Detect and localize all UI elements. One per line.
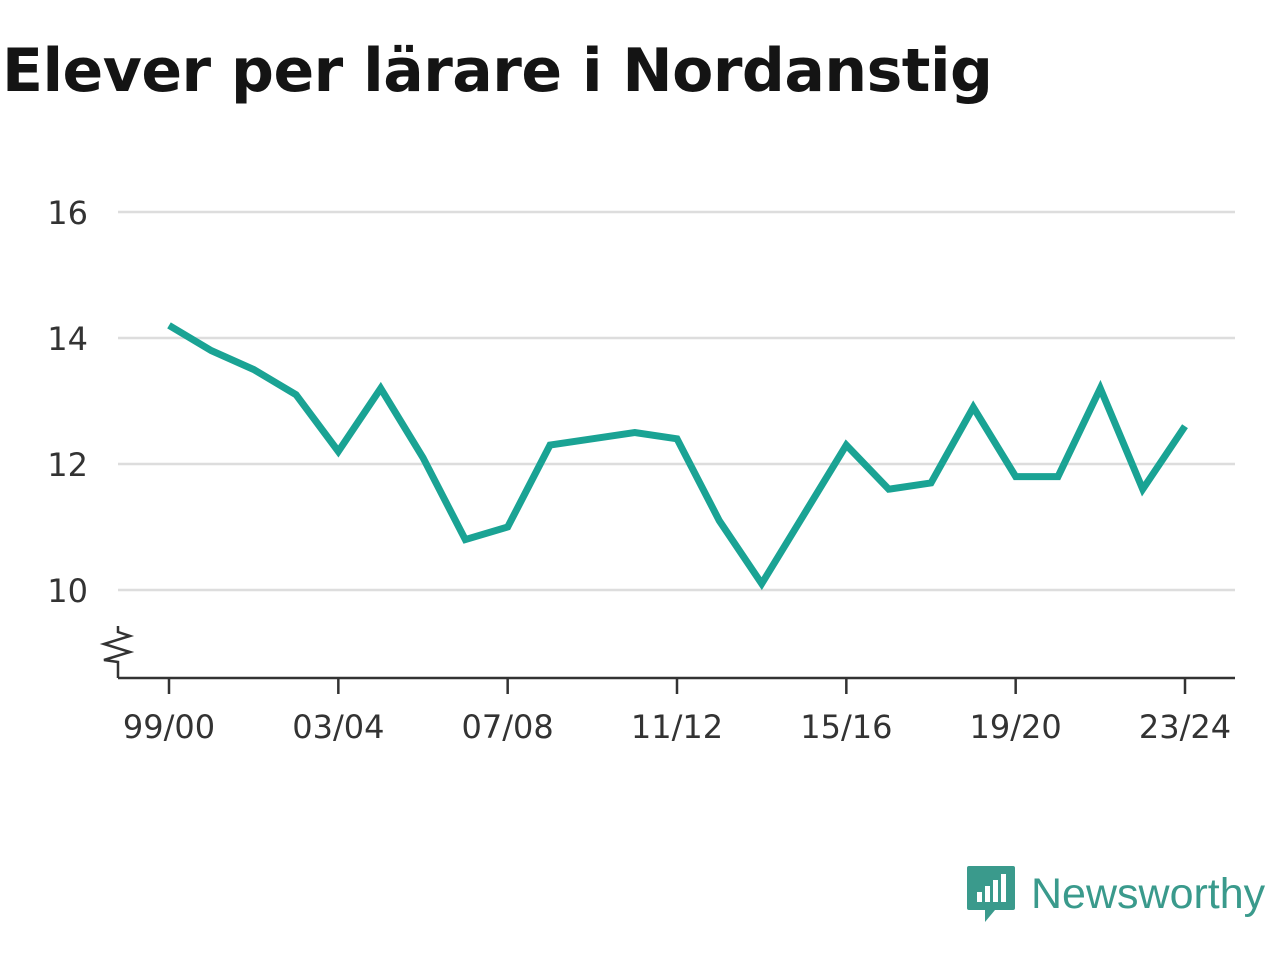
gridlines bbox=[118, 210, 1235, 592]
y-tick-label-16: 16 bbox=[47, 194, 88, 232]
chart-title: Elever per lärare i Nordanstig bbox=[2, 36, 993, 106]
brand-name: Newsworthy bbox=[1031, 869, 1266, 918]
x-tick-label-99/00: 99/00 bbox=[123, 708, 215, 746]
y-axis-tick-labels: 10 12 14 16 bbox=[47, 194, 88, 610]
y-tick-label-12: 12 bbox=[47, 446, 88, 484]
x-tick-label-11/12: 11/12 bbox=[631, 708, 723, 746]
series-group bbox=[167, 322, 1188, 591]
y-axis-break-icon bbox=[99, 626, 135, 678]
newsworthy-logo: Newsworthy bbox=[965, 864, 1265, 924]
x-axis bbox=[99, 626, 1235, 680]
x-tick-label-15/16: 15/16 bbox=[800, 708, 892, 746]
y-tick-label-14: 14 bbox=[47, 320, 88, 358]
x-tick-label-19/20: 19/20 bbox=[970, 708, 1062, 746]
x-tick-label-23/24: 23/24 bbox=[1139, 708, 1231, 746]
y-tick-label-10: 10 bbox=[47, 572, 88, 610]
x-tick-label-03/04: 03/04 bbox=[292, 708, 384, 746]
series-line-0 bbox=[167, 322, 1188, 591]
newsworthy-chart-bubble-icon bbox=[967, 866, 1015, 922]
line-chart: 10 12 14 16 99/00 03/04 07/08 11/12 15/16 19/20 2… bbox=[47, 194, 1235, 746]
x-tick-label-07/08: 07/08 bbox=[462, 708, 554, 746]
x-axis-ticks: 99/00 03/04 07/08 11/12 15/16 19/20 23/24 bbox=[123, 678, 1231, 746]
